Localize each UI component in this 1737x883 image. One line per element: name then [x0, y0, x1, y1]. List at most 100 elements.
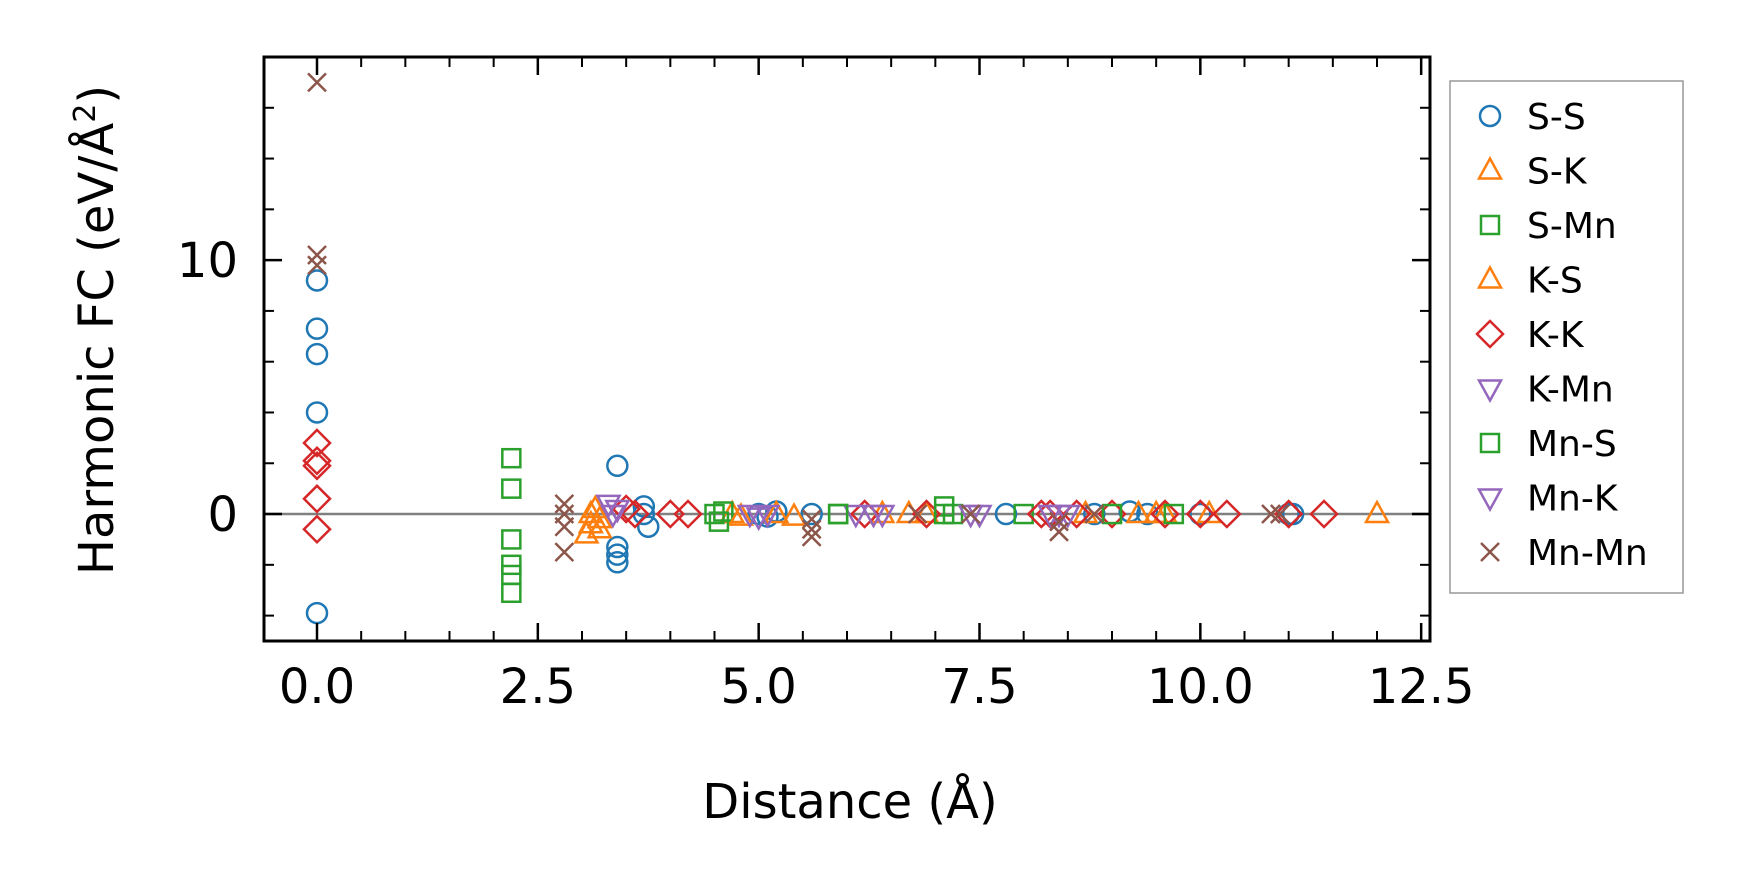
data-point — [554, 516, 575, 537]
data-point — [599, 504, 627, 529]
legend-label: K-K — [1527, 315, 1585, 356]
y-axis-label-close: ) — [69, 85, 125, 104]
series-mn-s — [708, 503, 1185, 532]
data-point — [907, 504, 928, 524]
data-point — [736, 504, 763, 529]
data-point — [606, 454, 629, 478]
data-point — [1049, 521, 1069, 542]
legend-entry-s-mn: S-Mn — [1479, 206, 1617, 247]
data-point — [305, 317, 329, 340]
legend-label: S-Mn — [1527, 206, 1617, 247]
legend-marker — [1476, 264, 1504, 289]
data-point — [554, 542, 575, 563]
x-tick-label: 7.5 — [941, 659, 1017, 715]
series-mn-k — [604, 499, 1064, 529]
y-tick-label: 10 — [177, 233, 238, 289]
legend-label: Mn-Mn — [1527, 533, 1648, 574]
legend-marker — [1479, 214, 1501, 236]
legend-marker — [1475, 319, 1505, 349]
data-point — [1261, 504, 1281, 524]
legend-marker — [1476, 488, 1504, 513]
legend-label: Mn-S — [1527, 424, 1617, 465]
data-point — [800, 502, 823, 526]
data-point — [1269, 504, 1290, 524]
tick-labels: 0.0 2.5 5.0 7.5 10.0 12.5 0 10 — [177, 233, 1475, 715]
x-axis-label: Distance (Å) — [702, 773, 997, 830]
data-point — [577, 499, 604, 524]
data-point — [611, 494, 641, 524]
y-axis-label: Harmonic FC (eV/Å2) — [68, 85, 125, 575]
data-point — [673, 499, 703, 529]
y-axis-label-main: Harmonic FC (eV/Å — [68, 123, 125, 576]
data-point — [307, 245, 327, 265]
y-tick-label: 0 — [207, 487, 238, 543]
legend-marker — [1480, 542, 1500, 562]
legend-label: Mn-K — [1527, 479, 1619, 520]
data-point — [1049, 511, 1069, 532]
legend-entries: S-S S-K S-Mn K-S K-K K-Mn Mn-S Mn-K Mn-Mn — [1475, 97, 1648, 574]
x-tick-label: 2.5 — [500, 659, 576, 715]
data-point — [606, 535, 629, 559]
legend-marker — [1478, 104, 1502, 128]
legend-label: S-K — [1527, 152, 1588, 193]
data-point — [1013, 503, 1034, 525]
data-point — [1273, 499, 1304, 529]
data-point — [1125, 499, 1152, 524]
data-point — [1185, 499, 1216, 529]
data-point — [302, 445, 332, 476]
data-point — [994, 502, 1018, 526]
data-point — [960, 504, 981, 524]
data-point — [708, 511, 730, 532]
legend-label: K-Mn — [1527, 370, 1614, 411]
data-point — [727, 501, 755, 526]
data-point — [501, 582, 522, 604]
plot-area: 0.0 2.5 5.0 7.5 10.0 12.5 0 10 — [177, 55, 1475, 715]
data-point — [933, 503, 955, 525]
data-point — [606, 551, 629, 574]
data-point — [1150, 499, 1180, 529]
legend-entry-s-k: S-K — [1476, 152, 1588, 193]
legend-entry-mn-k: Mn-K — [1476, 479, 1619, 520]
legend-marker — [1476, 379, 1504, 404]
data-point — [860, 504, 887, 529]
data-point — [302, 451, 332, 481]
legend-entry-mn-mn: Mn-Mn — [1480, 533, 1648, 574]
ticks — [264, 56, 1430, 641]
data-point — [305, 269, 329, 292]
data-point — [1163, 503, 1185, 525]
legend-marker — [1476, 155, 1504, 180]
data-point — [586, 504, 613, 529]
data-point — [1083, 502, 1106, 526]
data-point — [554, 494, 575, 514]
series-mn-mn — [307, 72, 1290, 563]
data-point — [1309, 499, 1339, 529]
data-point — [305, 401, 329, 424]
data-point — [305, 342, 329, 366]
data-point — [801, 509, 822, 530]
data-point — [763, 499, 790, 524]
data-point — [1084, 504, 1105, 524]
data-point — [302, 514, 332, 545]
data-point — [827, 503, 849, 525]
legend-entry-k-k: K-K — [1475, 315, 1585, 356]
data-point — [780, 501, 808, 526]
x-tick-label: 5.0 — [720, 659, 796, 715]
data-point — [307, 255, 327, 276]
data-point — [801, 527, 822, 547]
data-point — [801, 519, 822, 540]
data-point — [302, 428, 332, 458]
data-point — [606, 543, 629, 566]
data-point — [842, 504, 869, 529]
markers — [302, 72, 1391, 625]
data-point — [1189, 502, 1212, 526]
data-point — [637, 515, 660, 538]
data-point — [1054, 504, 1081, 529]
legend: S-S S-K S-Mn K-S K-K K-Mn Mn-S Mn-K Mn-Mn — [1449, 80, 1684, 594]
data-point — [586, 514, 613, 539]
data-point — [1212, 499, 1242, 529]
data-point — [620, 499, 650, 529]
data-point — [957, 504, 984, 529]
data-point — [302, 484, 332, 514]
